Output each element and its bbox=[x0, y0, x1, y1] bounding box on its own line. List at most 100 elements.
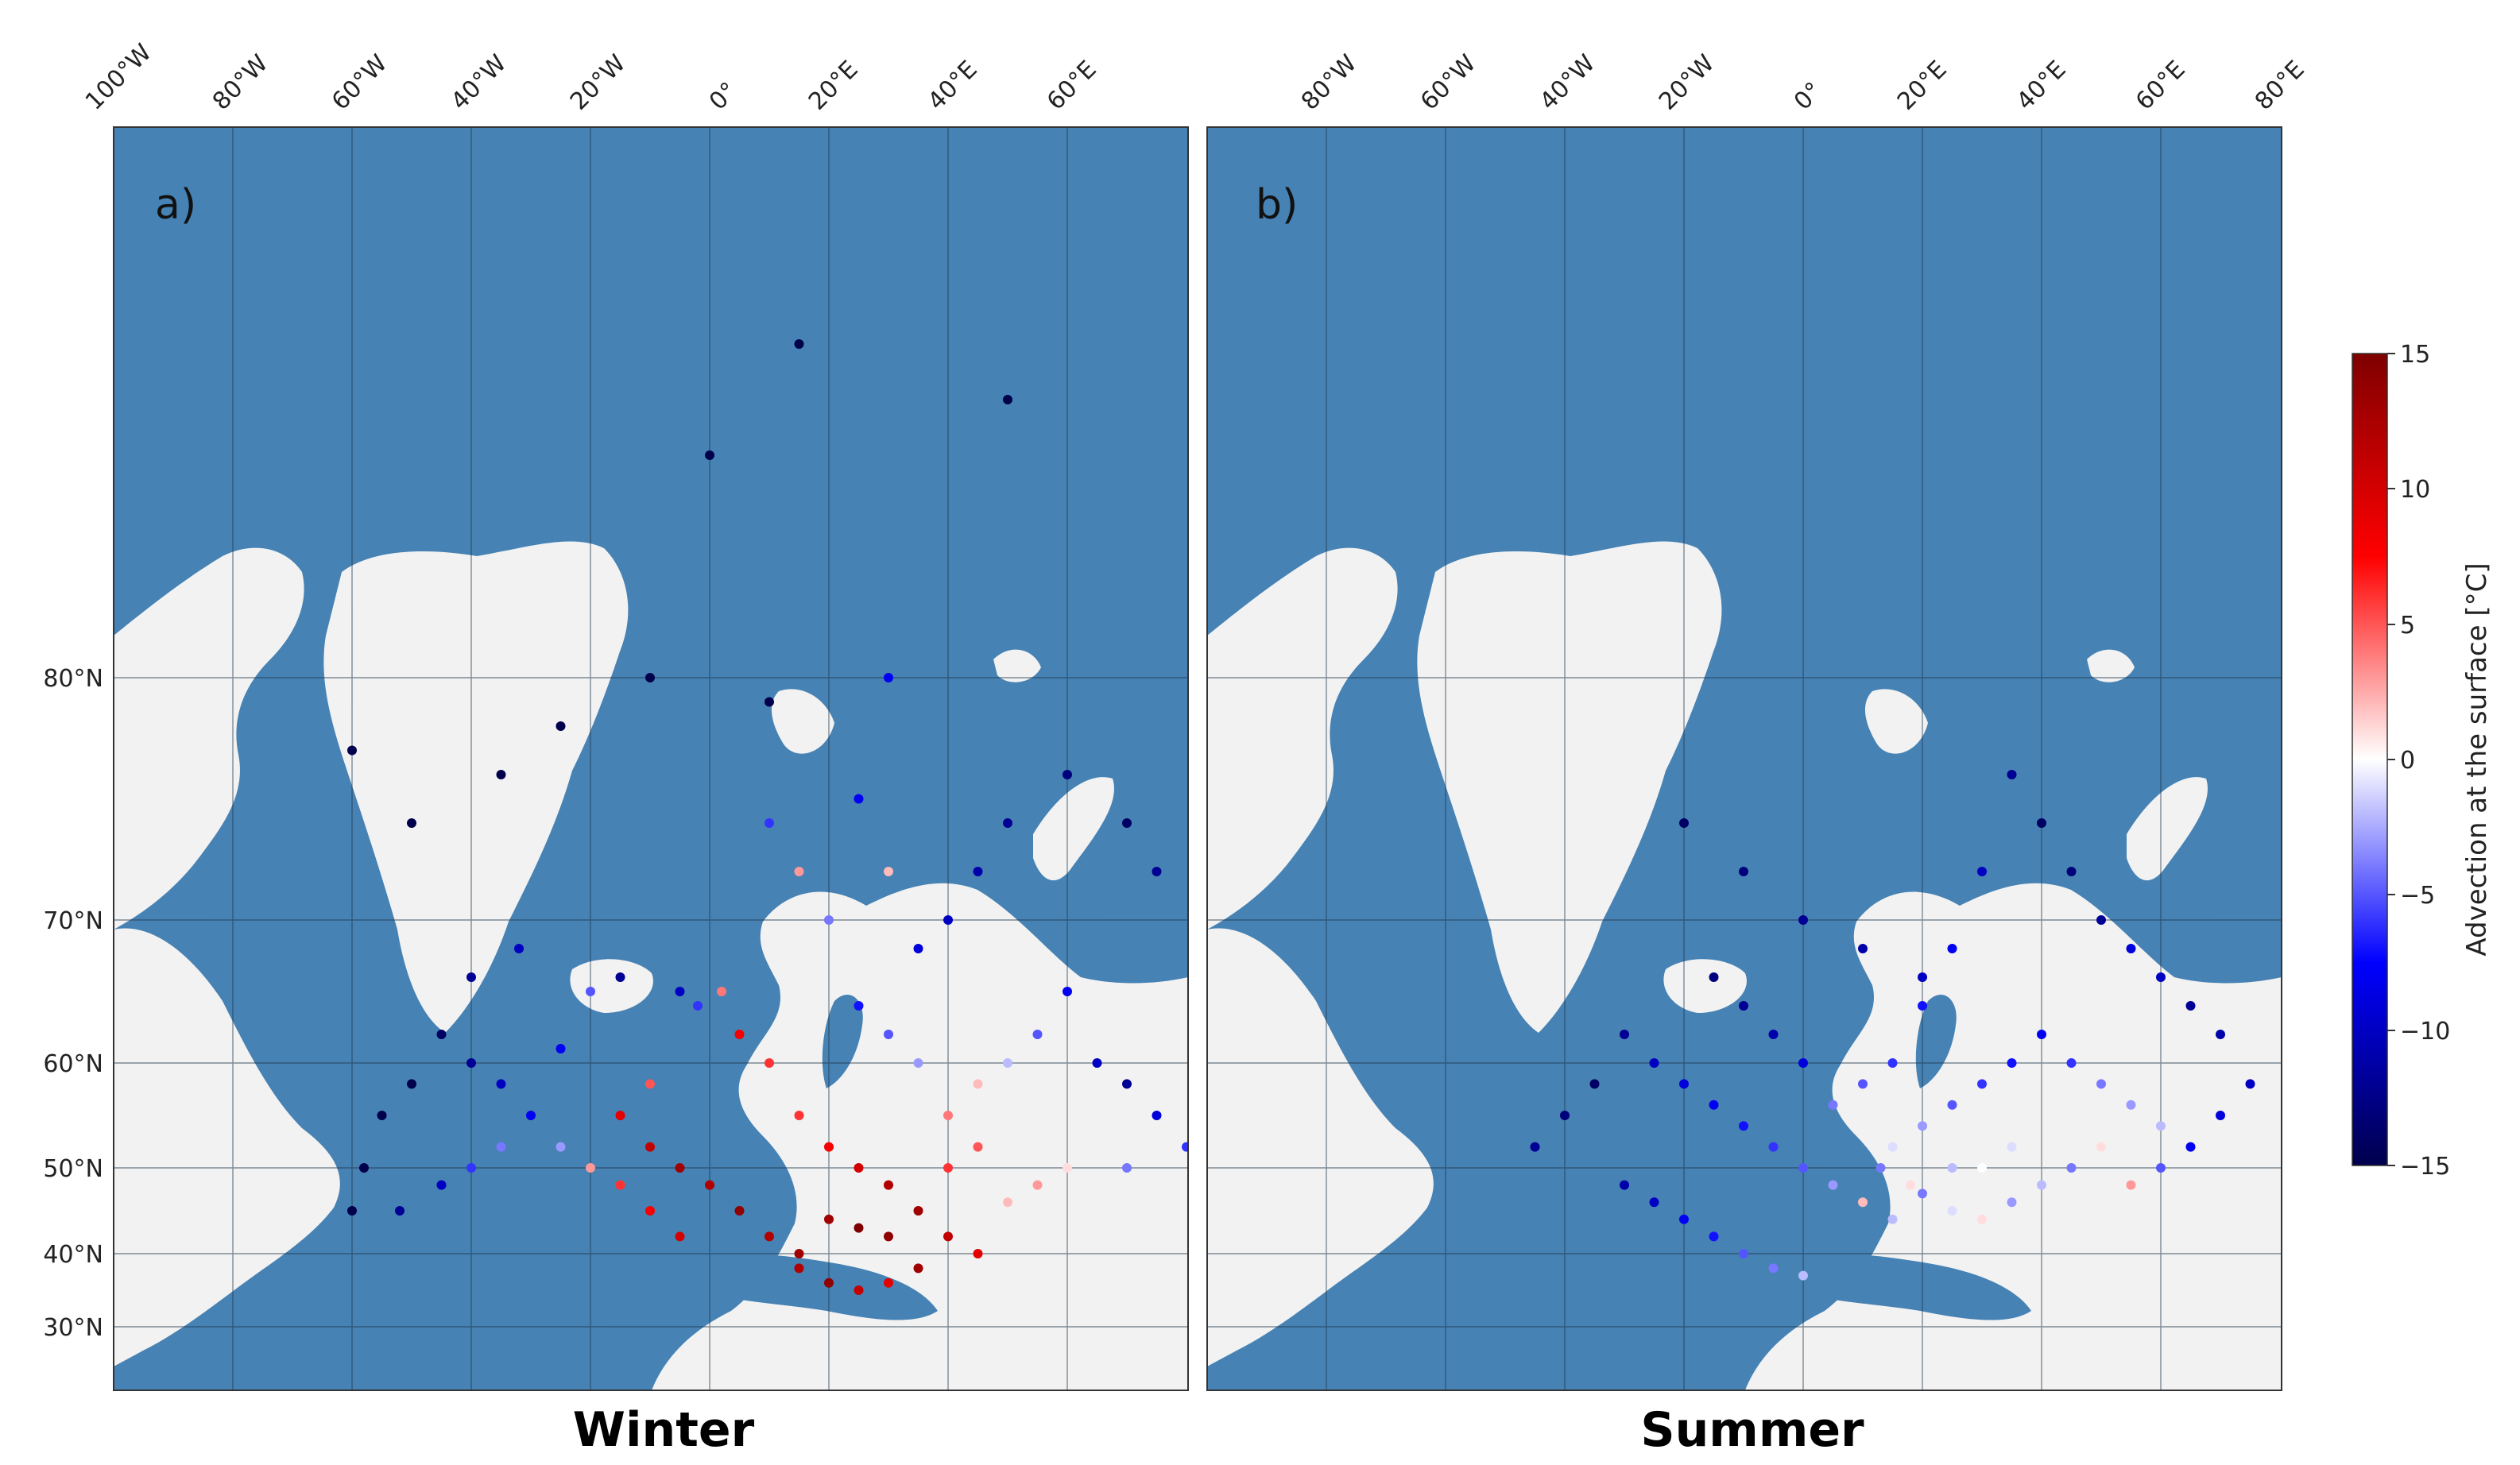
station-point bbox=[794, 1263, 804, 1274]
station-point bbox=[615, 1180, 625, 1190]
station-point bbox=[1709, 1231, 1719, 1242]
station-point bbox=[973, 1142, 983, 1152]
landmass-group bbox=[1207, 541, 2282, 1390]
station-point bbox=[734, 1206, 745, 1216]
station-point bbox=[1032, 1030, 1043, 1039]
panel-letter: a) bbox=[155, 181, 196, 229]
station-point bbox=[943, 1163, 953, 1173]
station-point bbox=[2126, 1180, 2136, 1190]
station-point bbox=[1739, 867, 1748, 876]
station-point bbox=[2126, 944, 2136, 953]
station-point bbox=[1530, 1142, 1540, 1152]
station-point bbox=[794, 1249, 804, 1258]
lon-tick: 0° bbox=[1789, 77, 1828, 116]
station-point bbox=[2007, 770, 2017, 779]
station-point bbox=[884, 867, 893, 876]
station-point bbox=[1709, 1100, 1719, 1110]
station-point bbox=[765, 1231, 774, 1242]
station-point bbox=[2156, 1163, 2166, 1173]
station-point bbox=[645, 1206, 655, 1216]
mediterranean-sea bbox=[1785, 1254, 2031, 1320]
station-point bbox=[2185, 1142, 2196, 1152]
station-point bbox=[1887, 1058, 1898, 1068]
greenland-landmass bbox=[1417, 541, 1722, 1033]
north-america-landmass bbox=[1207, 928, 1434, 1366]
station-point bbox=[1122, 1079, 1132, 1089]
station-point bbox=[824, 1142, 834, 1152]
station-point bbox=[734, 1030, 745, 1039]
station-point bbox=[377, 1111, 387, 1120]
station-point bbox=[2096, 1079, 2106, 1089]
station-point bbox=[1092, 1058, 1102, 1068]
station-point bbox=[1918, 1189, 1927, 1199]
lon-tick: 80°E bbox=[2250, 56, 2310, 116]
station-point bbox=[2216, 1030, 2225, 1039]
station-point bbox=[2156, 972, 2166, 982]
station-point bbox=[765, 1058, 774, 1068]
station-points-summer bbox=[1530, 770, 2255, 1281]
lon-tick: 40°W bbox=[446, 49, 512, 115]
station-point bbox=[913, 1263, 923, 1274]
station-point bbox=[555, 1142, 566, 1152]
station-point bbox=[1649, 1197, 1659, 1208]
station-point bbox=[1679, 818, 1689, 828]
station-point bbox=[1768, 1142, 1779, 1152]
graticule bbox=[114, 127, 1188, 1390]
station-point bbox=[1977, 1163, 1987, 1173]
station-point bbox=[496, 1079, 506, 1089]
station-point bbox=[1152, 1111, 1162, 1120]
map-panel-winter: a) Winter 100°W 80°W 60°W 40°W 20°W 0° 2… bbox=[43, 39, 1189, 1458]
station-point bbox=[2037, 818, 2046, 828]
station-point bbox=[555, 721, 566, 731]
station-point bbox=[2066, 1058, 2077, 1068]
station-point bbox=[1875, 1163, 1886, 1173]
station-point bbox=[765, 818, 774, 828]
lon-tick: 40°E bbox=[923, 56, 983, 116]
station-point bbox=[347, 1206, 357, 1216]
station-point bbox=[1798, 915, 1808, 925]
station-point bbox=[1709, 972, 1719, 982]
station-point bbox=[1620, 1180, 1629, 1190]
station-point bbox=[693, 1001, 703, 1011]
station-point bbox=[395, 1206, 405, 1216]
lon-tick: 60°E bbox=[1042, 56, 1102, 116]
station-point bbox=[705, 1180, 714, 1190]
station-point bbox=[1589, 1079, 1600, 1089]
station-point bbox=[824, 915, 834, 925]
franz-josef-landmass bbox=[2087, 649, 2135, 682]
station-point bbox=[615, 972, 625, 982]
station-point bbox=[884, 1231, 893, 1242]
colorbar-tick-label: 5 bbox=[2400, 612, 2415, 640]
station-point bbox=[1003, 1058, 1012, 1068]
station-point bbox=[765, 697, 774, 707]
lon-tick: 60°E bbox=[2131, 56, 2191, 116]
station-point bbox=[466, 1058, 476, 1068]
station-point bbox=[2216, 1111, 2225, 1120]
station-point bbox=[2007, 1142, 2017, 1152]
station-point bbox=[1947, 944, 1957, 953]
station-point bbox=[347, 745, 357, 756]
station-point bbox=[2037, 1180, 2046, 1190]
lat-tick: 50°N bbox=[43, 1155, 103, 1183]
station-point bbox=[2096, 1142, 2106, 1152]
station-point bbox=[824, 1278, 834, 1288]
colorbar-tick-label: −5 bbox=[2400, 882, 2435, 910]
left-tick-labels: 80°N 70°N 60°N 50°N 40°N 30°N bbox=[43, 665, 103, 1342]
station-point bbox=[794, 867, 804, 876]
station-point bbox=[2126, 1100, 2136, 1110]
station-point bbox=[1063, 1163, 1072, 1173]
station-point bbox=[1887, 1142, 1898, 1152]
station-point bbox=[1977, 867, 1987, 876]
station-point bbox=[884, 1030, 893, 1039]
station-point bbox=[1947, 1100, 1957, 1110]
station-point bbox=[1798, 1270, 1808, 1281]
station-point bbox=[359, 1163, 369, 1173]
station-point bbox=[407, 818, 416, 828]
baltic-sea bbox=[822, 994, 863, 1088]
panel-frame bbox=[1206, 126, 2282, 1391]
station-point bbox=[1122, 818, 1132, 828]
lon-tick: 0° bbox=[704, 77, 743, 116]
station-point bbox=[615, 1111, 625, 1120]
station-point bbox=[913, 944, 923, 953]
station-point bbox=[1679, 1214, 1689, 1224]
